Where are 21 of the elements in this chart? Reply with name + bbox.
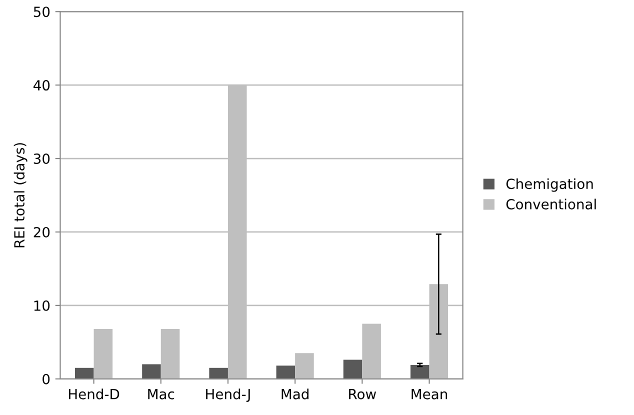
bar <box>209 368 228 379</box>
y-tick-label: 30 <box>34 154 50 164</box>
x-tick-label: Hend-D <box>68 388 120 400</box>
bar <box>142 364 161 379</box>
legend-label: Chemigation <box>506 178 593 192</box>
y-tick-label: 0 <box>42 374 50 384</box>
x-tick-label: Mean <box>412 389 448 400</box>
y-tick-label: 40 <box>34 80 50 91</box>
x-tick-label: Hend-J <box>206 388 250 402</box>
y-tick-label: 50 <box>34 6 50 18</box>
bar <box>343 360 362 379</box>
legend-label: Conventional <box>506 198 596 210</box>
x-tick-label: Mac <box>148 389 174 400</box>
x-tick-label: Row <box>349 389 376 400</box>
bar <box>276 366 296 379</box>
x-tick-label: Mad <box>282 388 308 400</box>
y-axis-title: REI total (days) <box>14 143 28 248</box>
y-tick-label: 20 <box>34 226 50 238</box>
bar <box>74 368 94 379</box>
y-tick-label: 10 <box>34 300 50 311</box>
bar <box>410 364 430 379</box>
